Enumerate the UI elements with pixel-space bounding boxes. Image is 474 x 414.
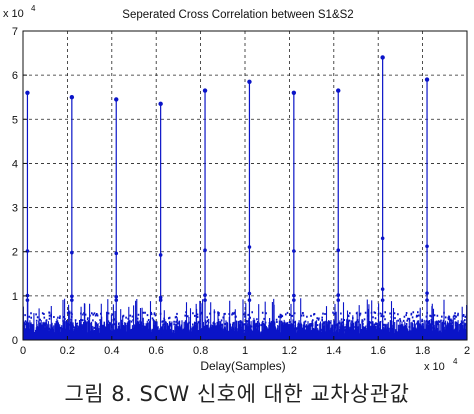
peak-marker <box>25 90 30 96</box>
stem-marker <box>203 293 207 297</box>
stem-marker <box>25 293 30 298</box>
stem-marker <box>380 287 385 291</box>
stem-marker <box>247 245 252 249</box>
peak-marker <box>424 77 430 82</box>
plot-frame <box>22 30 468 341</box>
x-tick-label: 1.6 <box>371 345 386 357</box>
y-tick-label: 2 <box>12 247 18 259</box>
stem-marker <box>114 294 119 299</box>
peak-marker <box>380 55 385 60</box>
peak-stem <box>202 88 208 340</box>
stem-marker <box>25 298 30 302</box>
y-multiplier-exponent: 4 <box>31 4 36 13</box>
stem-marker <box>114 298 119 302</box>
stem-marker <box>158 253 163 257</box>
stem-marker <box>425 244 429 249</box>
stem-marker <box>158 295 163 300</box>
x-multiplier-exponent: 4 <box>453 357 458 366</box>
stem-marker <box>336 248 341 253</box>
y-tick-label: 4 <box>12 158 18 170</box>
stem-marker <box>70 298 74 302</box>
peak-marker <box>336 88 341 93</box>
peak-marker <box>291 90 297 96</box>
chart-title: Seperated Cross Correlation between S1&S… <box>122 9 353 21</box>
y-tick-label: 0 <box>12 335 18 347</box>
stem-marker <box>336 293 341 297</box>
peak-marker <box>247 79 252 84</box>
stem-marker <box>247 291 252 296</box>
y-tick-label: 3 <box>12 203 18 215</box>
x-tick-label: 1 <box>242 345 248 357</box>
x-tick-label: 1.2 <box>282 345 297 357</box>
stem-marker <box>292 293 296 298</box>
x-tick-label: 0.6 <box>149 345 164 357</box>
x-tick-label: 0.4 <box>104 345 119 357</box>
stem-marker <box>425 298 429 302</box>
stem-series <box>25 55 430 340</box>
stem-marker <box>70 294 74 299</box>
peak-marker <box>69 95 75 100</box>
stem-marker <box>425 291 429 295</box>
x-axis-label: Delay(Samples) <box>200 359 285 373</box>
stem-marker <box>114 251 119 256</box>
stem-marker <box>70 250 74 255</box>
x-tick-label: 0.2 <box>60 345 75 357</box>
x-tick-label: 0.8 <box>193 345 208 357</box>
y-tick-label: 5 <box>12 114 18 126</box>
peak-stem <box>247 79 252 340</box>
stem-marker <box>292 249 296 253</box>
stem-marker <box>25 249 30 253</box>
peak-stem <box>424 77 430 340</box>
stem-marker <box>158 298 163 302</box>
peak-stem <box>291 90 297 340</box>
y-tick-label: 6 <box>12 70 18 82</box>
stem-marker <box>380 298 385 302</box>
y-tick-label: 1 <box>12 291 18 303</box>
stem-marker <box>292 298 296 302</box>
x-tick-label: 1.8 <box>415 345 430 357</box>
stem-marker <box>336 298 341 302</box>
y-multiplier-label: x 10 <box>3 8 24 20</box>
peak-stem <box>158 101 163 340</box>
peak-stem <box>69 95 75 340</box>
x-multiplier-label: x 10 <box>424 361 445 373</box>
stem-marker <box>203 298 207 302</box>
stem-marker <box>380 236 385 241</box>
peak-stem <box>114 97 119 340</box>
peak-marker <box>202 88 208 93</box>
peak-stem <box>336 88 341 340</box>
grid-lines <box>23 31 467 340</box>
peak-marker <box>158 101 163 107</box>
y-tick-label: 7 <box>12 26 18 38</box>
x-tick-label: 1.4 <box>326 345 341 357</box>
peak-stem <box>380 55 385 340</box>
peak-stem <box>25 90 30 340</box>
stem-marker <box>203 248 207 253</box>
x-tick-label: 0 <box>20 345 26 357</box>
x-tick-label: 2 <box>464 345 470 357</box>
noise-markers <box>24 311 468 338</box>
figure-caption: 그림 8. SCW 신호에 대한 교차상관값 <box>64 382 410 406</box>
tick-labels: 0 0.2 0.4 0.6 0.8 1 1.2 1.4 1.6 1.8 2 0 1 2 3 4 5 6 7 <box>12 26 470 357</box>
stem-marker <box>247 298 252 302</box>
peak-marker <box>114 97 119 102</box>
